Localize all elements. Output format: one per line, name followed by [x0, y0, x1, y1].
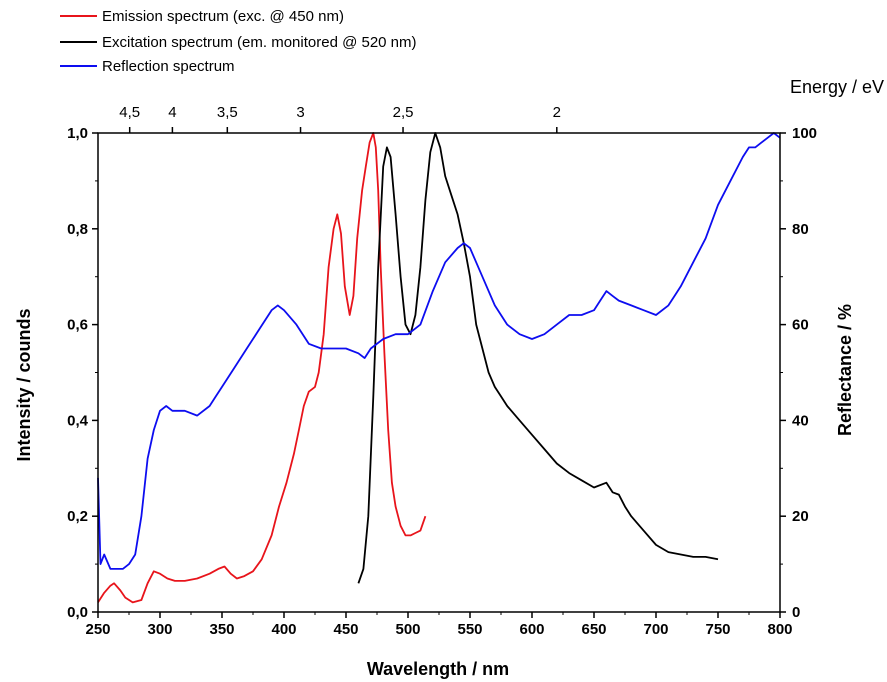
legend-label: Excitation spectrum (em. monitored @ 520… — [102, 34, 417, 51]
y2-tick-label: 0 — [792, 604, 800, 621]
legend: Emission spectrum (exc. @ 450 nm) Excitat… — [60, 8, 417, 75]
y2-tick-label: 60 — [792, 317, 809, 334]
series-line-3 — [97, 132, 781, 570]
series-line-1 — [97, 132, 427, 604]
x-tick-label: 500 — [395, 621, 420, 638]
energy-axis-title: Energy / eV — [790, 77, 884, 97]
y2-tick-label: 40 — [792, 412, 809, 429]
x2-tick-label: 2 — [553, 104, 561, 121]
series-line-2 — [357, 132, 719, 584]
plot-frame — [97, 132, 781, 613]
y2-tick-label: 100 — [792, 125, 817, 142]
legend-label: Reflection spectrum — [102, 58, 235, 75]
x-tick-label: 350 — [209, 621, 234, 638]
y-tick-label: 0,8 — [67, 221, 88, 238]
series-layer — [97, 132, 781, 604]
x-axis-title: Wavelength / nm — [367, 659, 509, 679]
x2-tick-label: 3 — [296, 104, 304, 121]
legend-label: Emission spectrum (exc. @ 450 nm) — [102, 8, 344, 25]
x-tick-label: 550 — [457, 621, 482, 638]
x-tick-label: 700 — [643, 621, 668, 638]
y-tick-label: 0,0 — [67, 604, 88, 621]
x-tick-label: 400 — [271, 621, 296, 638]
y-tick-label: 0,2 — [67, 508, 88, 525]
x2-tick-label: 4,5 — [119, 104, 140, 121]
x-tick-label: 600 — [519, 621, 544, 638]
x2-tick-label: 2,5 — [393, 104, 414, 121]
axes-layer: 250 300 350 400 450 500 550 600 650 700 750 8000,00… — [67, 104, 817, 638]
x2-tick-label: 4 — [168, 104, 176, 121]
y-axis-title: Intensity / counds — [14, 308, 34, 461]
y-tick-label: 1,0 — [67, 125, 88, 142]
y2-axis-title: Reflectance / % — [835, 304, 855, 436]
x-tick-label: 300 — [147, 621, 172, 638]
x2-tick-label: 3,5 — [217, 104, 238, 121]
x-tick-label: 650 — [581, 621, 606, 638]
y-tick-label: 0,6 — [67, 317, 88, 334]
x-tick-label: 450 — [333, 621, 358, 638]
x-tick-label: 800 — [767, 621, 792, 638]
x-tick-label: 250 — [85, 621, 110, 638]
y-tick-label: 0,4 — [67, 412, 89, 429]
x-tick-label: 750 — [705, 621, 730, 638]
y2-tick-label: 80 — [792, 221, 809, 238]
y2-tick-label: 20 — [792, 508, 809, 525]
